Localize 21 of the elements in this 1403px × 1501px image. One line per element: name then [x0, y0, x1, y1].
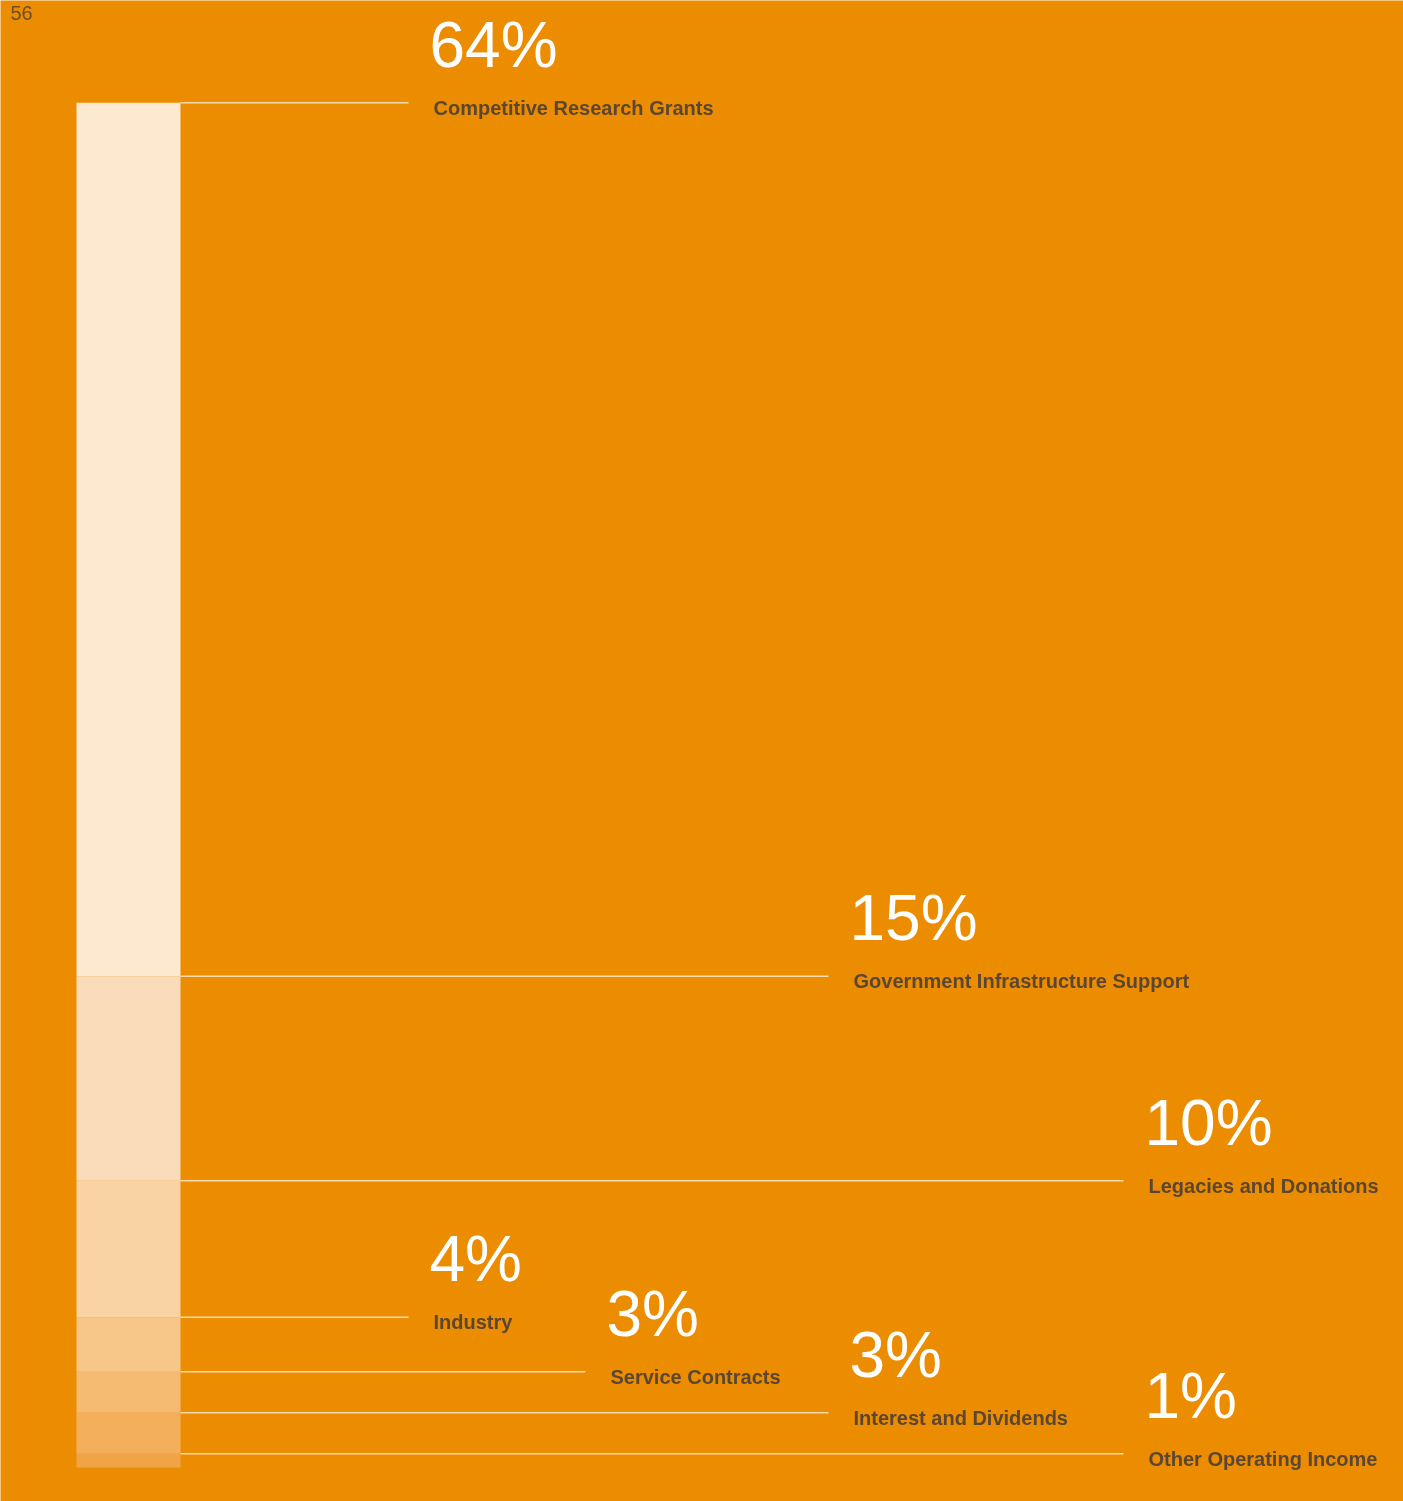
text: Competitive Research Grants — [433, 96, 714, 119]
bar — [76, 1180, 181, 1318]
data-label: 4% — [429, 1223, 522, 1296]
text: Legacies and Donations — [1148, 1174, 1379, 1197]
text: Interest and Dividends — [853, 1406, 1068, 1429]
data-label: 1% — [1144, 1359, 1237, 1432]
text: Industry — [433, 1311, 514, 1334]
bar — [76, 102, 181, 977]
data-label: 64% — [429, 8, 558, 81]
data-label: 3% — [849, 1318, 942, 1391]
bar — [76, 1453, 181, 1468]
text: Government Infrastructure Support — [853, 970, 1190, 993]
data-label: 15% — [849, 882, 978, 955]
text: 56 — [10, 1, 33, 24]
bar — [76, 1412, 181, 1454]
bar — [76, 1317, 181, 1372]
text: Other Operating Income — [1148, 1447, 1378, 1470]
text: Service Contracts — [610, 1365, 781, 1388]
bar — [76, 1371, 181, 1413]
data-label: 3% — [606, 1277, 699, 1350]
data-label: 10% — [1144, 1086, 1273, 1159]
